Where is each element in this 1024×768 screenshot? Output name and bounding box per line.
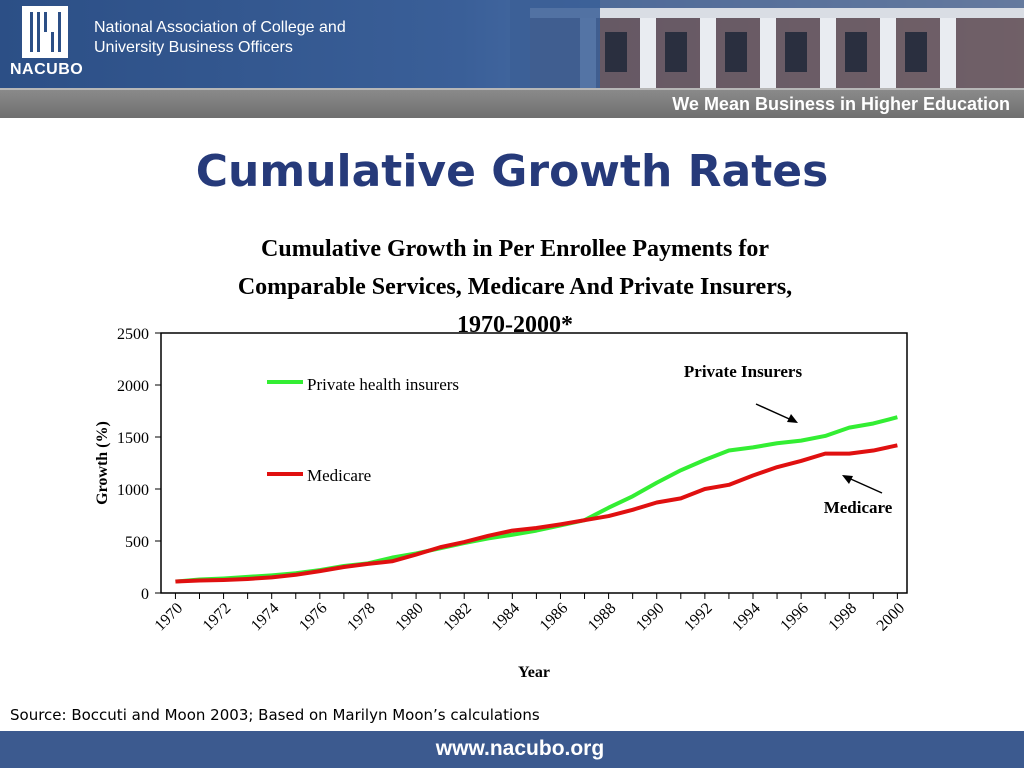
x-axis-label: Year <box>518 664 550 681</box>
x-tick-label: 2000 <box>874 600 909 635</box>
legend-label-private: Private health insurers <box>307 375 459 394</box>
x-tick-label: 1986 <box>537 600 572 635</box>
x-tick-label: 1988 <box>585 600 620 635</box>
y-tick-label: 0 <box>141 586 149 603</box>
arrowhead-private <box>787 414 798 423</box>
logo-icon <box>22 6 68 58</box>
y-axis-label: Growth (%) <box>94 421 111 505</box>
x-tick-label: 1976 <box>296 600 331 635</box>
x-tick-label: 1984 <box>489 600 524 635</box>
footer-url[interactable]: www.nacubo.org <box>435 737 605 760</box>
logo-text: NACUBO <box>10 61 84 78</box>
plot-area <box>160 332 908 594</box>
nacubo-logo: NACUBO <box>10 6 84 82</box>
x-tick-label: 1970 <box>152 600 187 635</box>
y-tick-label: 500 <box>125 534 149 551</box>
x-tick-label: 1990 <box>633 600 668 635</box>
tagline-bar: We Mean Business in Higher Education <box>0 88 1024 118</box>
legend-label-medicare: Medicare <box>307 466 371 485</box>
annotation-private-insurers: Private Insurers <box>684 362 803 381</box>
organization-name: National Association of College and Univ… <box>94 18 374 58</box>
header-banner: NACUBO National Association of College a… <box>0 0 1024 88</box>
legend: Private health insurers Medicare <box>267 375 459 485</box>
org-name-line2: University Business Officers <box>94 39 293 56</box>
y-tick-label: 1500 <box>117 430 149 447</box>
building-photo <box>510 0 1024 88</box>
x-axis: 1970 1972 1974 1976 1978 1980 1982 1984 1986 1988… <box>152 593 909 635</box>
slide-title: Cumulative Growth Rates <box>195 146 829 197</box>
x-tick-label: 1994 <box>729 600 764 635</box>
chart-title-line1: Cumulative Growth in Per Enrollee Paymen… <box>261 236 769 262</box>
y-tick-label: 1000 <box>117 482 149 499</box>
source-note: Source: Boccuti and Moon 2003; Based on … <box>10 706 540 724</box>
series-lines <box>175 415 898 584</box>
series-line-private-insurers <box>175 415 898 584</box>
y-tick-label: 2500 <box>117 326 149 343</box>
tagline: We Mean Business in Higher Education <box>672 94 1010 114</box>
series-line-medicare <box>175 443 898 584</box>
x-tick-label: 1996 <box>777 600 812 635</box>
annotation-medicare: Medicare <box>824 498 893 517</box>
footer-bar: www.nacubo.org <box>0 731 1024 768</box>
org-name-line1: National Association of College and <box>94 19 346 36</box>
x-tick-label: 1978 <box>344 600 379 635</box>
x-tick-label: 1982 <box>440 600 475 635</box>
x-tick-label: 1980 <box>392 600 427 635</box>
x-tick-label: 1992 <box>681 600 716 635</box>
x-tick-label: 1998 <box>825 600 860 635</box>
y-tick-label: 2000 <box>117 378 149 395</box>
chart-title: Cumulative Growth in Per Enrollee Paymen… <box>150 230 880 344</box>
arrowhead-medicare <box>842 475 853 484</box>
y-axis: 0 500 1000 1500 2000 2500 <box>117 326 161 603</box>
chart-title-line2: Comparable Services, Medicare And Privat… <box>237 274 793 300</box>
x-tick-label: 1974 <box>248 600 283 635</box>
x-tick-label: 1972 <box>200 600 235 635</box>
